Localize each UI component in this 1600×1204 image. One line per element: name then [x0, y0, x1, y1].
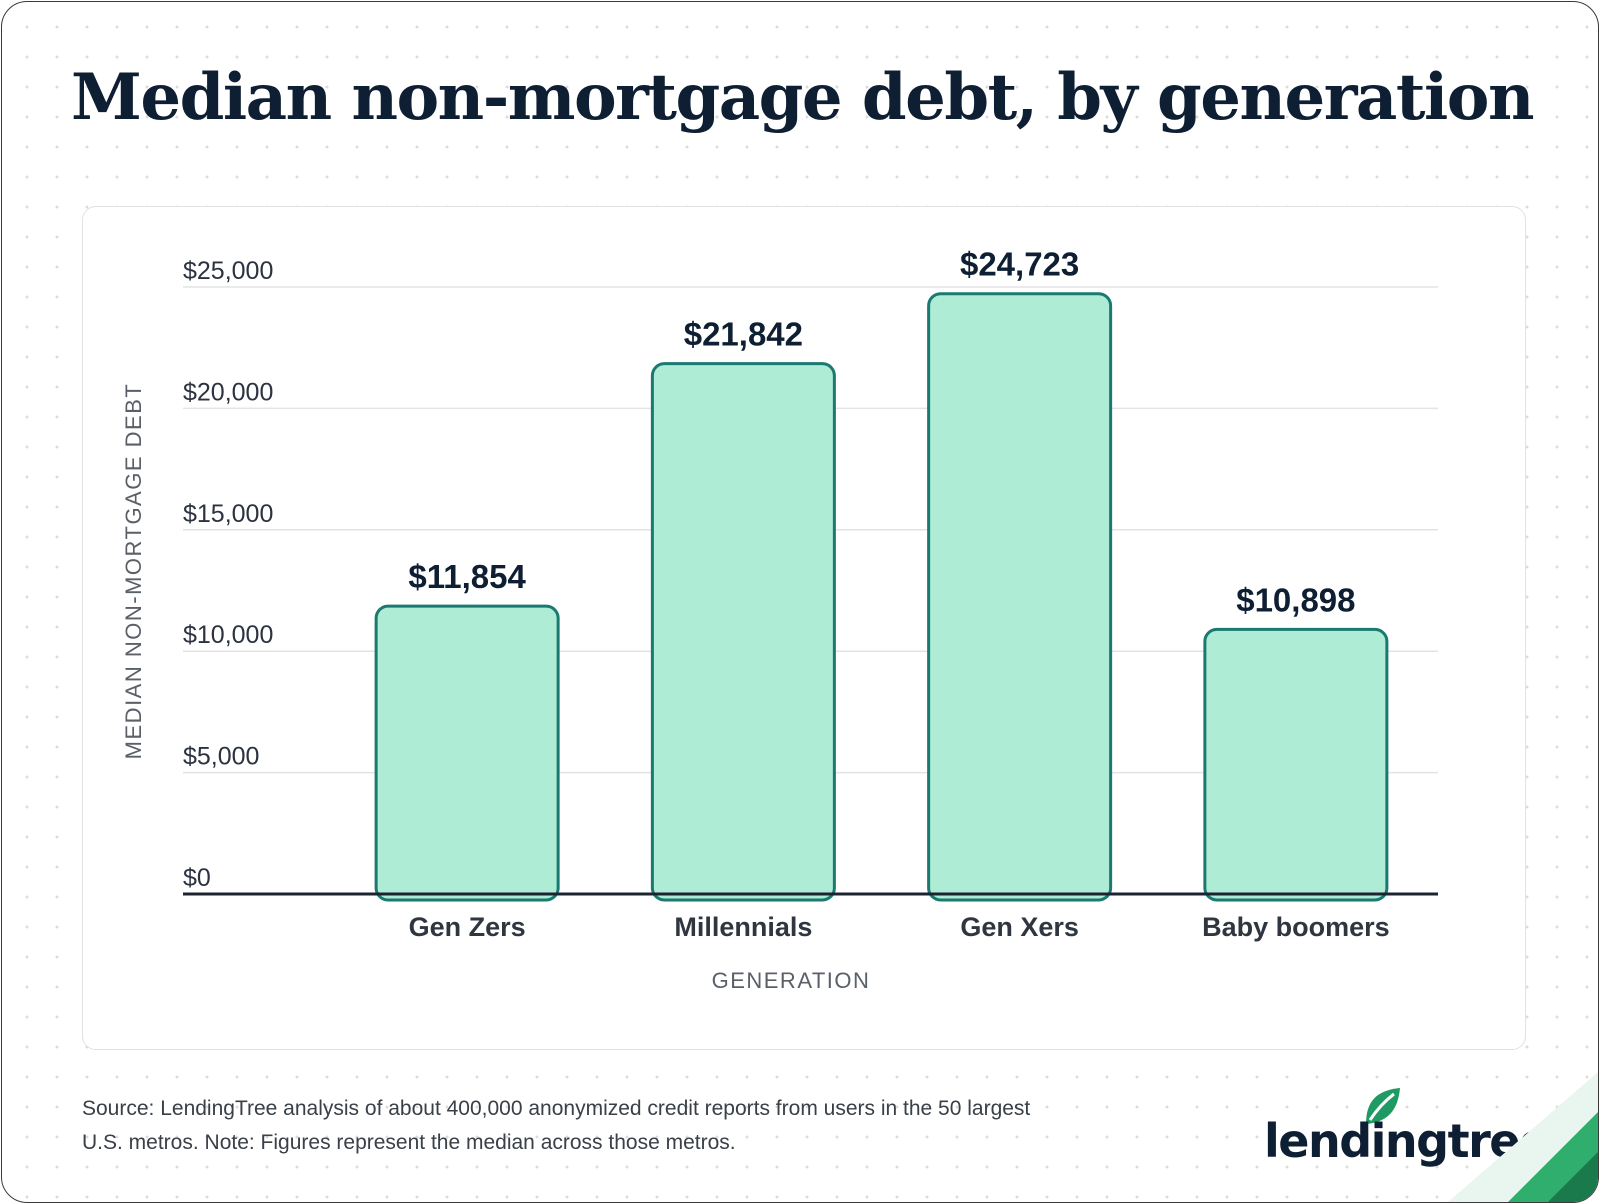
bar-value-label: $11,854	[408, 558, 526, 595]
bar-value-label: $24,723	[960, 246, 1079, 283]
bar-value-label: $10,898	[1236, 581, 1355, 618]
chart-card: $0 $5,000 $10,000 $15,000 $20,000 $25,000 $11,…	[82, 206, 1526, 1050]
x-category-label: Baby boomers	[1202, 912, 1390, 942]
y-tick-label: $20,000	[183, 378, 273, 406]
x-category-label: Gen Zers	[409, 912, 526, 942]
y-tick-label: $15,000	[183, 500, 273, 528]
leaf-icon	[1366, 1088, 1400, 1124]
source-note: Source: LendingTree analysis of about 40…	[82, 1092, 1172, 1160]
corner-accent	[1448, 1072, 1598, 1202]
x-category-label: Gen Xers	[960, 912, 1079, 942]
bar	[1203, 627, 1389, 902]
y-tick-label: $0	[183, 864, 211, 892]
x-axis-title: GENERATION	[712, 968, 871, 993]
chart-title: Median non-mortgage debt, by generation	[71, 60, 1534, 135]
y-axis-title: MEDIAN NON-MORTGAGE DEBT	[121, 383, 146, 760]
bar	[927, 292, 1113, 902]
bar	[650, 362, 836, 902]
y-tick-label: $25,000	[183, 257, 273, 285]
bar-chart: $0 $5,000 $10,000 $15,000 $20,000 $25,000 $11,…	[121, 246, 1438, 993]
bar	[374, 604, 560, 902]
source-line-2: U.S. metros. Note: Figures represent the…	[82, 1131, 736, 1154]
y-tick-label: $10,000	[183, 621, 273, 649]
x-category-label: Millennials	[674, 912, 812, 942]
source-line-1: Source: LendingTree analysis of about 40…	[82, 1097, 1031, 1120]
bar-value-label: $21,842	[684, 316, 803, 353]
y-tick-label: $5,000	[183, 743, 259, 771]
